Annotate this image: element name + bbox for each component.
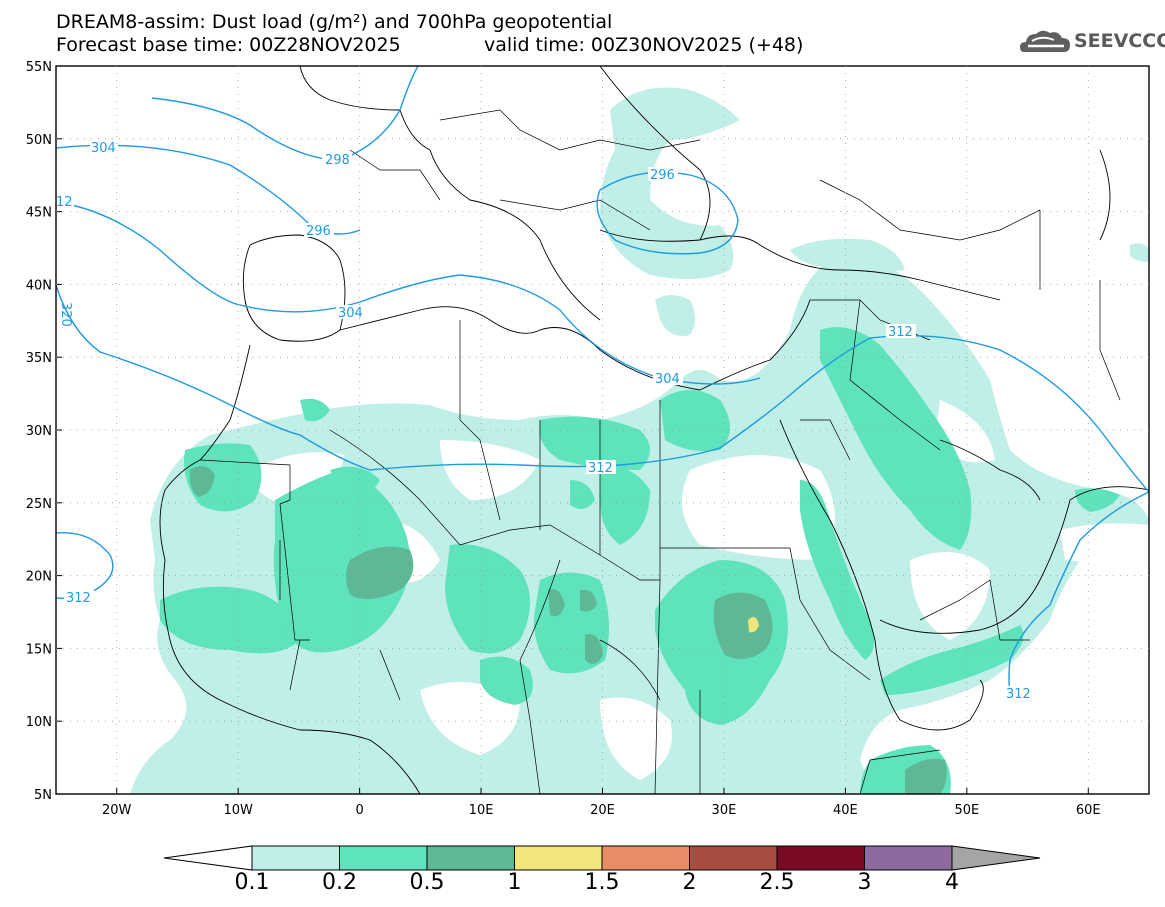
colorbar-swatch <box>514 845 603 871</box>
colorbar-label: 1 <box>507 870 522 895</box>
svg-text:312: 312 <box>888 325 913 340</box>
svg-text:304: 304 <box>338 306 363 321</box>
dust-band-1 <box>748 616 759 633</box>
svg-text:312: 312 <box>588 461 613 476</box>
colorbar-over-triangle <box>951 845 1041 871</box>
colorbar-label: 2 <box>682 870 697 895</box>
lat-tick-label: 5N <box>34 788 52 803</box>
colorbar-under-triangle <box>163 845 253 871</box>
dust-band-0.2 <box>160 327 1120 794</box>
lat-tick-label: 10N <box>26 715 52 730</box>
lon-tick-label: 50E <box>954 803 979 818</box>
contour-labels: 304 298 12 296 304 296 304 312 312 312 3… <box>56 140 1034 702</box>
logo-text: SEEVCCC <box>1074 30 1165 52</box>
country-borders <box>199 109 1121 794</box>
lon-tick-label: 10E <box>469 803 494 818</box>
svg-text:312: 312 <box>1006 687 1031 702</box>
svg-text:320: 320 <box>58 302 73 327</box>
lon-tick-label: 60E <box>1076 803 1101 818</box>
lat-tick-label: 15N <box>26 642 52 657</box>
lon-tick-label: 0 <box>355 803 363 818</box>
svg-text:298: 298 <box>325 153 350 168</box>
colorbar-swatch <box>689 845 778 871</box>
lat-tick-label: 35N <box>26 351 52 366</box>
svg-text:304: 304 <box>91 141 116 156</box>
colorbar-swatch <box>251 845 340 871</box>
seevccc-logo: SEEVCCC <box>1018 24 1165 60</box>
colorbar-label: 4 <box>945 870 959 895</box>
colorbar-swatch <box>864 845 953 871</box>
lat-tick-label: 30N <box>26 424 52 439</box>
chart-subtitle: Forecast base time: 00Z28NOV2025 valid ti… <box>56 34 803 56</box>
svg-text:312: 312 <box>66 591 91 606</box>
colorbar-label: 1.5 <box>584 870 620 895</box>
lat-tick-label: 20N <box>26 570 52 585</box>
svg-text:12: 12 <box>56 195 73 210</box>
lat-tick-label: 45N <box>26 206 52 221</box>
longitude-axis: 20W 10W 0 10E 20E 30E 40E 50E 60E <box>102 788 1101 818</box>
chart-title: DREAM8-assim: Dust load (g/m²) and 700hP… <box>56 11 613 33</box>
map-panel: 304 298 12 296 304 296 304 312 312 312 3… <box>26 60 1150 818</box>
colorbar-label: 3 <box>857 870 872 895</box>
lat-tick-label: 25N <box>26 497 52 512</box>
lon-tick-label: 30E <box>712 803 737 818</box>
latitude-axis: 5N 10N 15N 20N 25N 30N 35N 40N 45N 50N 55N <box>26 60 62 803</box>
svg-text:296: 296 <box>306 224 331 239</box>
base-time-text: Forecast base time: 00Z28NOV2025 <box>56 34 401 56</box>
lat-tick-label: 40N <box>26 278 52 293</box>
colorbar-swatch <box>339 845 428 871</box>
lon-tick-label: 40E <box>833 803 858 818</box>
colorbar-swatch <box>601 845 690 871</box>
dust-free-areas <box>205 400 1149 780</box>
svg-text:304: 304 <box>655 372 680 387</box>
colorbar-label: 2.5 <box>759 870 795 895</box>
colorbar <box>163 845 1041 871</box>
colorbar-label: 0.1 <box>234 870 270 895</box>
cloud-logo-icon <box>1020 30 1070 52</box>
coastlines <box>159 66 1149 794</box>
colorbar-label: 0.2 <box>322 870 357 895</box>
colorbar-swatch <box>426 845 515 871</box>
dust-band-0.5 <box>189 466 947 794</box>
colorbar-label: 0.5 <box>409 870 445 895</box>
gridlines <box>56 66 1149 794</box>
lat-tick-label: 55N <box>26 60 52 75</box>
colorbar-swatch <box>776 845 865 871</box>
svg-text:296: 296 <box>650 168 675 183</box>
lon-tick-label: 20W <box>102 803 132 818</box>
lat-tick-label: 50N <box>26 133 52 148</box>
lon-tick-label: 20E <box>590 803 615 818</box>
lon-tick-label: 10W <box>223 803 253 818</box>
valid-time-text: valid time: 00Z30NOV2025 (+48) <box>484 34 804 56</box>
